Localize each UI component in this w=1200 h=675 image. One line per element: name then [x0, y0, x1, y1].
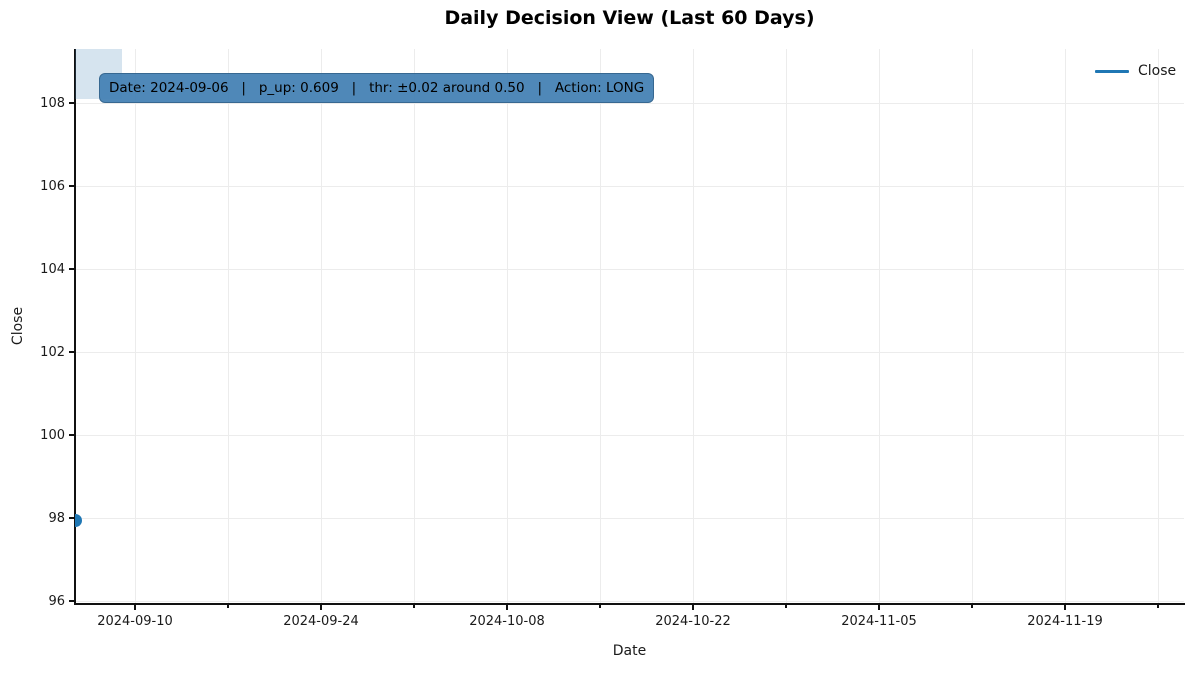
- x-minor-tick-mark: [227, 604, 229, 608]
- x-axis-spine: [74, 603, 1185, 605]
- x-major-tick-mark: [134, 604, 136, 610]
- x-minor-gridline: [971, 49, 973, 604]
- y-tick-mark: [69, 102, 75, 104]
- x-gridline: [692, 49, 694, 604]
- y-tick-mark: [69, 351, 75, 353]
- x-major-tick-mark: [320, 604, 322, 610]
- y-gridline: [75, 268, 1184, 270]
- y-tick-label: 104: [40, 261, 65, 277]
- y-tick-label: 100: [40, 427, 65, 443]
- y-tick-label: 96: [48, 593, 65, 609]
- y-tick-label: 106: [40, 178, 65, 194]
- x-major-tick-mark: [692, 604, 694, 610]
- x-gridline: [878, 49, 880, 604]
- y-gridline: [75, 434, 1184, 436]
- x-gridline: [320, 49, 322, 604]
- x-gridline: [134, 49, 136, 604]
- y-gridline: [75, 185, 1184, 187]
- y-tick-mark: [69, 434, 75, 436]
- y-tick-label: 98: [48, 510, 65, 526]
- y-gridline: [75, 102, 1184, 104]
- x-major-tick-mark: [878, 604, 880, 610]
- x-tick-label: 2024-10-08: [469, 614, 545, 629]
- x-tick-label: 2024-10-22: [655, 614, 731, 629]
- x-minor-tick-mark: [971, 604, 973, 608]
- y-tick-mark: [69, 517, 75, 519]
- x-major-tick-mark: [506, 604, 508, 610]
- x-minor-gridline: [413, 49, 415, 604]
- x-axis-label: Date: [612, 643, 647, 659]
- y-gridline: [75, 517, 1184, 519]
- close-data-point-marker: [75, 513, 82, 527]
- legend-label: Close: [1138, 63, 1177, 79]
- x-minor-gridline: [785, 49, 787, 604]
- x-tick-label: 2024-09-24: [283, 614, 359, 629]
- y-axis-spine: [74, 49, 76, 604]
- x-gridline: [506, 49, 508, 604]
- y-tick-mark: [69, 185, 75, 187]
- x-minor-tick-mark: [1157, 604, 1159, 608]
- legend: Close: [1095, 60, 1176, 82]
- y-tick-label: 108: [40, 95, 65, 111]
- y-gridline: [75, 600, 1184, 602]
- x-tick-label: 2024-11-19: [1027, 614, 1103, 629]
- x-tick-label: 2024-09-10: [97, 614, 173, 629]
- plot-area: [75, 49, 1184, 604]
- x-minor-gridline: [227, 49, 229, 604]
- x-minor-tick-mark: [785, 604, 787, 608]
- decision-annotation: Date: 2024-09-06 | p_up: 0.609 | thr: ±0…: [99, 73, 655, 103]
- x-major-tick-mark: [1064, 604, 1066, 610]
- y-tick-mark: [69, 600, 75, 602]
- chart-title: Daily Decision View (Last 60 Days): [444, 7, 815, 29]
- legend-line-swatch: [1095, 69, 1129, 73]
- x-tick-label: 2024-11-05: [841, 614, 917, 629]
- y-gridline: [75, 351, 1184, 353]
- x-minor-gridline: [599, 49, 601, 604]
- x-gridline: [1064, 49, 1066, 604]
- y-tick-label: 102: [40, 344, 65, 360]
- y-tick-mark: [69, 268, 75, 270]
- x-minor-tick-mark: [599, 604, 601, 608]
- x-minor-tick-mark: [413, 604, 415, 608]
- x-minor-gridline: [1157, 49, 1159, 604]
